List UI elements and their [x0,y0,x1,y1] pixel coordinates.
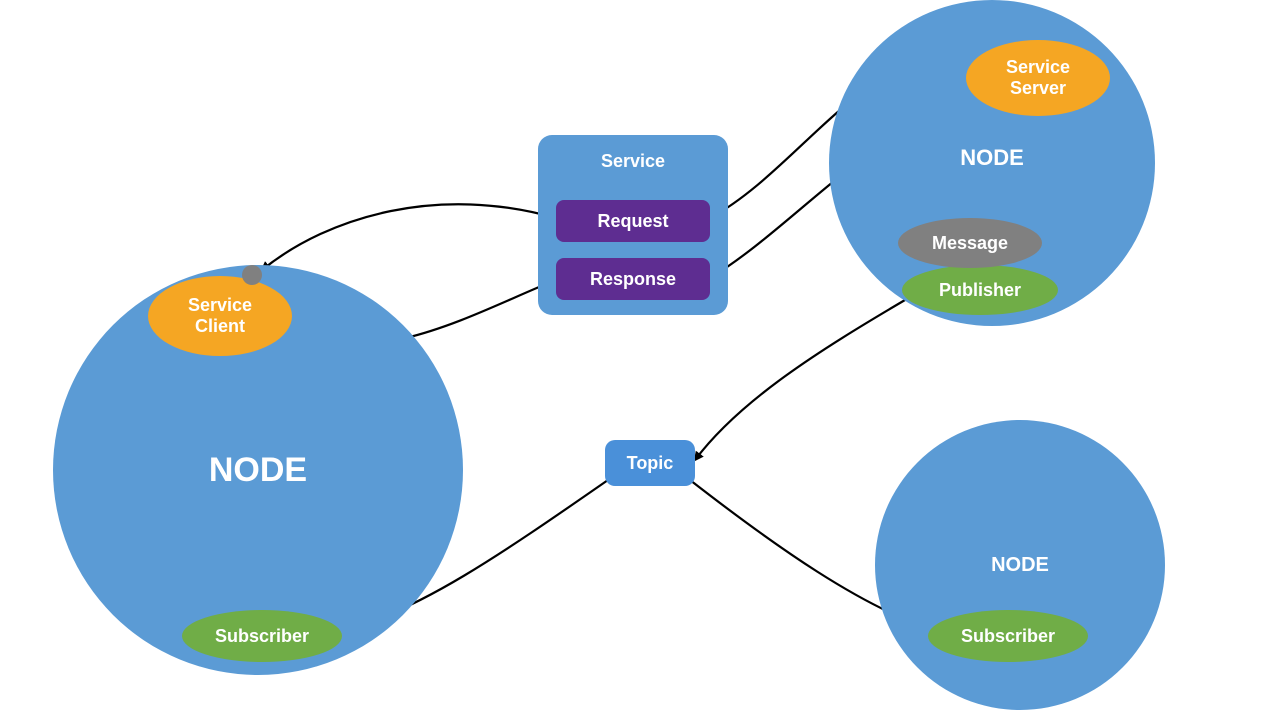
dot [242,265,262,285]
message: Message [898,218,1042,268]
shape-label: Subscriber [215,626,309,647]
shape-label: NODE [209,451,307,490]
shape-label: Request [597,211,668,232]
shape-label: Topic [627,453,674,474]
svc_server: Service Server [966,40,1110,116]
svc_client: Service Client [148,276,292,356]
publisher: Publisher [902,265,1058,315]
shape-label: Publisher [939,280,1021,301]
response: Response [556,258,710,300]
shape-label: Service Client [188,295,252,336]
diagram-canvas: NODE NODE NODE Service Client Service Server… [0,0,1280,720]
shape-label: Subscriber [961,626,1055,647]
shape-label: Service Server [1006,57,1070,98]
shape-label: NODE [960,145,1024,171]
sub_right: Subscriber [928,610,1088,662]
shape-label: Message [932,233,1008,254]
shape-label: Service [538,151,728,172]
shape-label: Response [590,269,676,290]
request: Request [556,200,710,242]
shape-label: NODE [991,554,1049,577]
topic: Topic [605,440,695,486]
sub_left: Subscriber [182,610,342,662]
node_br: NODE [875,420,1165,710]
